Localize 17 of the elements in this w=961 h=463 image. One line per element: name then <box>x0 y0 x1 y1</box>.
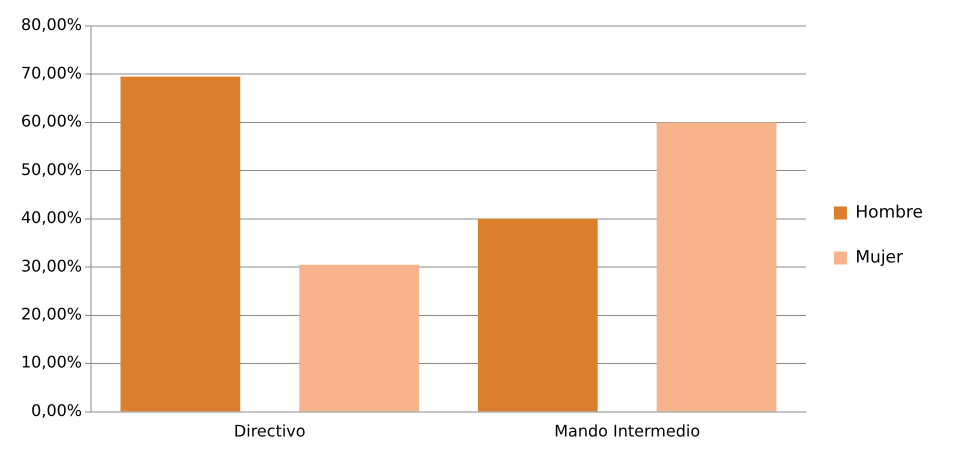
y-tick-label: 10,00% <box>20 352 82 372</box>
bar <box>478 218 598 412</box>
bar <box>656 122 776 412</box>
y-tick-label: 60,00% <box>20 112 82 131</box>
y-tick-label: 40,00% <box>20 208 82 228</box>
bar <box>120 76 240 412</box>
bar <box>299 264 419 412</box>
legend-label: Hombre <box>855 202 924 222</box>
legend-label: Mujer <box>855 247 904 268</box>
y-tick-label: 20,00% <box>20 304 82 324</box>
x-tick-label: Mando Intermedio <box>554 422 700 441</box>
y-tick-label: 0,00% <box>31 400 82 420</box>
y-tick-label: 30,00% <box>20 256 82 276</box>
y-tick-label: 80,00% <box>20 15 82 34</box>
y-tick-label: 50,00% <box>20 160 82 179</box>
y-tick-label: 70,00% <box>20 63 82 82</box>
x-tick-label: Directivo <box>234 422 306 441</box>
